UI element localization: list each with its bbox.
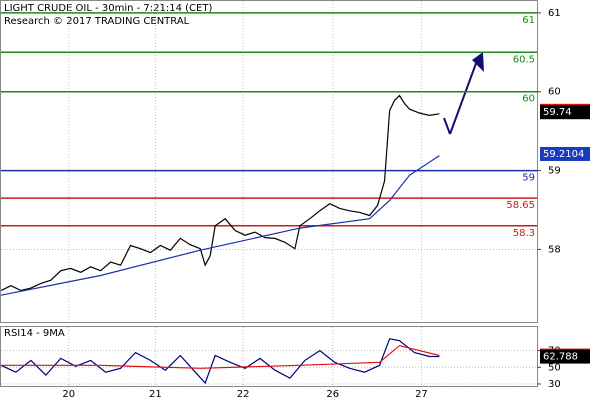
level-label: 58.3 — [513, 228, 535, 239]
y-tick-label: 59 — [548, 166, 561, 177]
forecast-arrowhead — [472, 52, 484, 72]
y-tick-label: 58 — [548, 244, 561, 255]
chart-title: LIGHT CRUDE OIL - 30min - 7:21:14 (CET) — [4, 3, 212, 14]
rsi-panel — [0, 326, 538, 387]
price-tag-label: 62.788 — [543, 352, 578, 363]
price-tag — [540, 349, 590, 364]
series-line — [0, 94, 440, 292]
x-tick-label: 22 — [237, 389, 250, 400]
series-line — [1, 344, 440, 369]
x-tick-label: 20 — [62, 389, 75, 400]
chart-subtitle: Research © 2017 TRADING CENTRAL — [4, 16, 190, 27]
main-panel — [0, 0, 538, 323]
forecast-arrow — [443, 117, 451, 135]
y-tick-label: 61 — [548, 8, 561, 19]
y-tick-label: 30 — [548, 379, 561, 390]
y-tick-label: 50 — [548, 362, 561, 373]
x-tick-label: 26 — [326, 389, 339, 400]
rsi-title: RSI14 - 9MA — [4, 328, 65, 339]
level-label: 61 — [522, 15, 535, 26]
price-tag-label: 59.2104 — [543, 149, 584, 160]
price-tag-label: 59.74 — [543, 107, 572, 118]
series-line — [0, 155, 440, 296]
level-label: 59 — [522, 173, 535, 184]
price-tag — [540, 146, 590, 161]
level-label: 58.65 — [506, 200, 535, 211]
x-tick-label: 21 — [149, 389, 162, 400]
level-label: 60.5 — [513, 54, 535, 65]
price-tag — [540, 105, 590, 120]
x-tick-label: 27 — [415, 389, 428, 400]
level-label: 60 — [522, 94, 535, 105]
y-tick-label: 60 — [548, 87, 561, 98]
forecast-arrow — [449, 57, 479, 135]
